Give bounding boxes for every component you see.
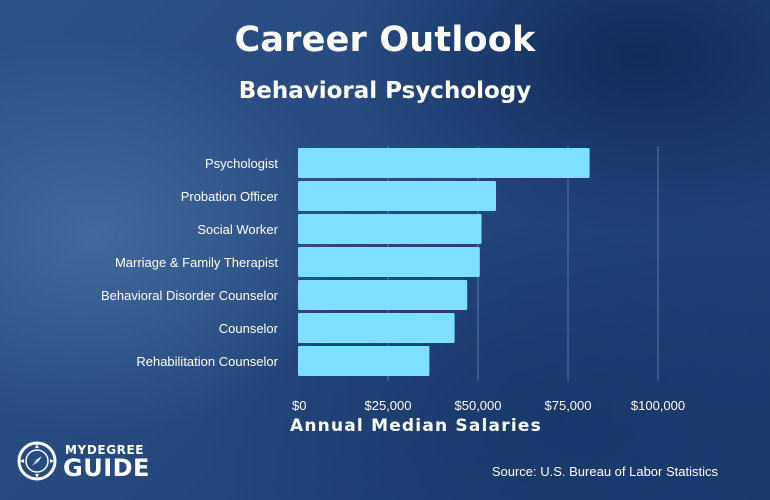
x-tick-label: $100,000: [631, 398, 685, 413]
chart-title: Career Outlook: [234, 20, 536, 60]
category-label: Marriage & Family Therapist: [115, 255, 278, 270]
bar: [298, 247, 480, 277]
bar: [298, 313, 455, 343]
logo-text-top: MYDEGREE: [65, 443, 145, 457]
category-label: Counselor: [219, 321, 279, 336]
category-label: Behavioral Disorder Counselor: [101, 288, 279, 303]
category-label: Probation Officer: [181, 189, 279, 204]
logo: MYDEGREE GUIDE: [16, 440, 156, 484]
x-tick-label: $50,000: [455, 398, 502, 413]
bar: [298, 214, 482, 244]
x-axis-label: Annual Median Salaries: [290, 416, 542, 436]
bar: [298, 181, 496, 211]
logo-text-bottom: GUIDE: [63, 454, 150, 482]
category-label: Rehabilitation Counselor: [136, 354, 278, 369]
bar: [298, 346, 430, 376]
category-label: Psychologist: [205, 156, 278, 171]
chart-subtitle: Behavioral Psychology: [238, 78, 532, 104]
source-note: Source: U.S. Bureau of Labor Statistics: [491, 464, 718, 479]
x-tick-label: $25,000: [365, 398, 412, 413]
compass-icon: [17, 441, 57, 481]
bar: [298, 148, 590, 178]
x-tick-label: $0: [292, 398, 306, 413]
category-label: Social Worker: [197, 222, 278, 237]
x-tick-label: $75,000: [545, 398, 592, 413]
bar: [298, 280, 468, 310]
